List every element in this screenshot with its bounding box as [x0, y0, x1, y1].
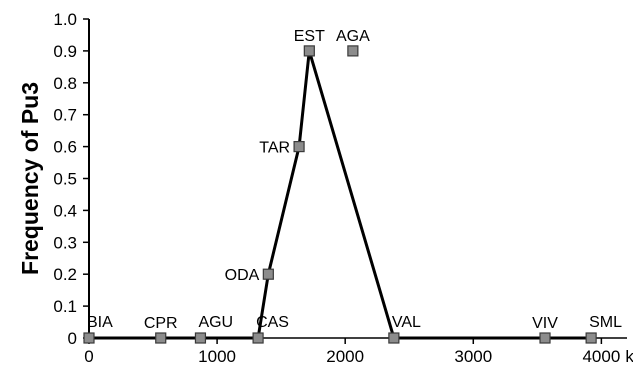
- point-label-sml: SML: [589, 314, 622, 331]
- point-label-oda: ODA: [225, 267, 260, 284]
- point-marker-oda: [262, 268, 274, 280]
- series-line-path: [89, 50, 592, 340]
- x-tick-label: 1000: [198, 347, 236, 366]
- point-marker-viv: [539, 332, 551, 344]
- y-tick-label: 0.1: [53, 297, 77, 316]
- x-tick-label: 2000: [326, 347, 364, 366]
- x-unit-label: km: [625, 347, 633, 366]
- y-tick-label: 0.2: [53, 265, 77, 284]
- series-line: [89, 50, 592, 340]
- axes: 0 0.1 0.2 0.3 0.4 0.5 0.6 0.7 0.8 0.9 1.0 0 1000 2000…: [53, 10, 633, 366]
- point-marker-sml: [585, 332, 597, 344]
- y-tick-label: 0.7: [53, 106, 77, 125]
- y-tick-label: 0.5: [53, 170, 77, 189]
- point-label-val: VAL: [392, 314, 421, 331]
- point-label-aga: AGA: [336, 28, 370, 45]
- x-tick-label: 4000: [582, 347, 620, 366]
- point-label-agu: AGU: [198, 314, 233, 331]
- point-label-bia: BIA: [87, 314, 113, 331]
- point-marker-aga: [347, 45, 359, 57]
- point-label-tar: TAR: [259, 140, 290, 157]
- point-marker-bia: [83, 332, 95, 344]
- point-label-cpr: CPR: [144, 315, 178, 332]
- x-tick-label: 0: [84, 347, 93, 366]
- point-marker-val: [388, 332, 400, 344]
- y-tick-label: 0: [68, 329, 77, 348]
- y-axis-title: Frequency of Pu3: [17, 82, 43, 275]
- point-marker-est: [303, 45, 315, 57]
- point-marker-agu: [194, 332, 207, 344]
- x-tick-label: 3000: [454, 347, 492, 366]
- y-tick-label: 0.3: [53, 233, 77, 252]
- point-label-cas: CAS: [256, 314, 289, 331]
- y-tick-label: 0.9: [53, 42, 77, 61]
- point-labels: BIA CPR AGU CAS ODA TAR EST AGA VAL VIV SML: [87, 28, 622, 332]
- y-tick-label: 0.4: [53, 201, 77, 220]
- point-marker-cas: [252, 332, 264, 344]
- y-tick-label: 1.0: [53, 10, 77, 29]
- y-tick-label: 0.8: [53, 74, 77, 93]
- y-tick-label: 0.6: [53, 138, 77, 157]
- point-marker-tar: [293, 141, 305, 153]
- data-points: [83, 45, 597, 344]
- point-label-viv: VIV: [532, 315, 558, 332]
- point-label-est: EST: [294, 28, 325, 45]
- point-marker-cpr: [155, 332, 167, 344]
